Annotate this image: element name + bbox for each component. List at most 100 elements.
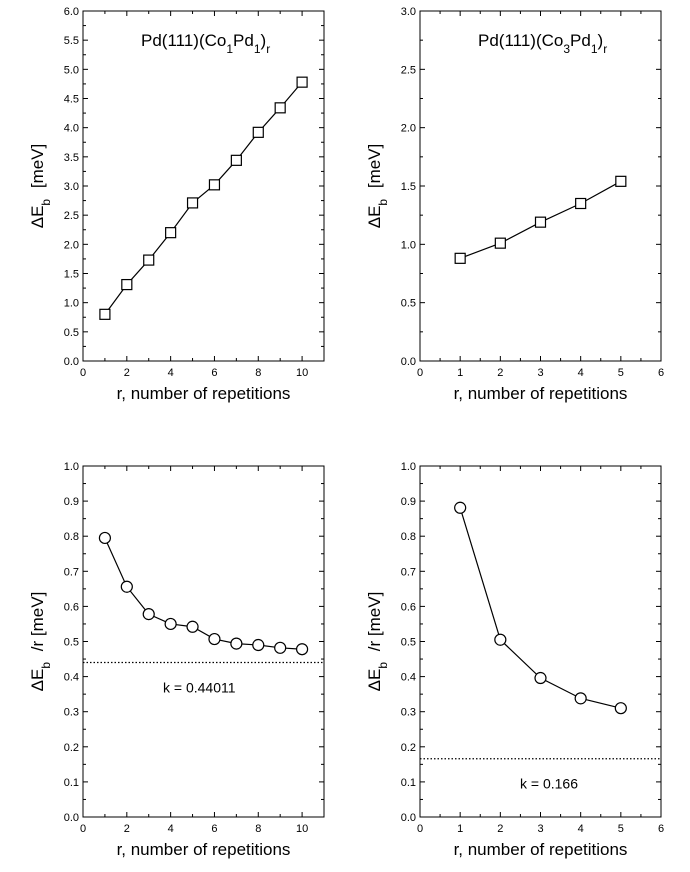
y-tick-label: 5.5 [64,35,79,47]
data-point [143,254,155,266]
y-tick-label: 2.5 [401,64,416,76]
plot-frame [82,10,325,362]
k-annotation: k = 0.166 [520,776,578,792]
chart-panel-1: 0 2 4 6 8 10 0.0 0.5 1.0 1.5 2.0 2.5 3.0 3.5 4.0 4.5 5.0… [28,6,325,403]
data-point [208,632,221,646]
data-point [230,637,243,650]
y-tick-label: 0.4 [401,672,416,684]
y-tick-label: 1.0 [64,298,79,310]
y-tick-label: 0.6 [401,601,416,613]
data-point [274,641,287,654]
x-tick-label: 2 [497,823,503,835]
y-tick-label: 0.5 [64,327,79,339]
y-tick-label: 0.2 [64,742,79,754]
y-tick-label: 0.5 [401,637,416,649]
data-point [98,531,112,545]
data-point [186,620,199,633]
y-tick-label: 5.0 [64,64,79,76]
data-point [494,633,507,646]
y-tick-label: 0.4 [64,672,79,684]
y-tick-label: 2.0 [64,239,79,251]
y-tick-label: 0.7 [401,566,416,578]
data-point [121,278,133,291]
x-tick-label: 4 [168,823,174,835]
x-tick-label: 2 [124,367,130,379]
data-point [575,197,587,210]
x-tick-label: 5 [618,823,624,835]
chart-panel-2: 0 1 2 3 4 5 6 0.0 0.5 1.0 1.5 2.0 2.5 3.0 r, number of… [365,6,664,403]
y-tick-label: 0.1 [401,777,416,789]
x-axis-label: r, number of repetitions [454,384,628,403]
data-point [252,126,264,138]
x-tick-label: 2 [124,823,130,835]
data-point [534,216,547,228]
y-tick-label: 0.8 [64,531,79,543]
y-tick-label: 0.5 [64,637,79,649]
x-tick-label: 0 [417,367,423,379]
x-tick-label: 0 [80,367,86,379]
y-tick-label: 0.7 [64,566,79,578]
x-tick-label: 4 [168,367,174,379]
y-tick-label: 0.6 [64,601,79,613]
y-tick-label: 0.1 [64,777,79,789]
y-tick-label: 1.5 [401,181,416,193]
y-tick-label: 6.0 [64,6,79,18]
y-tick-label: 3.5 [64,152,79,164]
data-point [615,175,627,187]
x-tick-label: 8 [255,367,261,379]
data-point [454,252,466,264]
x-tick-label: 6 [211,367,217,379]
x-tick-label: 6 [658,367,664,379]
x-tick-label: 1 [457,367,463,379]
y-axis-label: ΔEb /r [meV] [28,592,53,692]
data-point [574,692,587,705]
y-tick-label: 0.9 [401,496,416,508]
data-point [494,237,506,249]
x-axis-label: r, number of repetitions [454,840,628,859]
x-tick-label: 10 [296,823,308,835]
data-point [142,608,155,621]
y-axis-label: ΔEb /r [meV] [365,592,390,692]
k-annotation: k = 0.44011 [163,680,236,696]
x-tick-label: 5 [618,367,624,379]
data-point [252,638,265,652]
y-tick-label: 0.8 [401,531,416,543]
plot-frame [419,465,662,818]
x-tick-label: 6 [658,823,664,835]
y-tick-label: 0.0 [64,812,79,824]
data-point [454,501,467,514]
x-tick-label: 0 [80,823,86,835]
data-point [186,197,199,209]
data-point [614,702,627,715]
data-point [120,580,133,593]
data-point [534,671,547,685]
y-axis-label: ΔEb [meV] [28,144,53,229]
plot-frame [82,465,325,818]
x-axis-label: r, number of repetitions [117,384,291,403]
data-point [295,643,309,656]
x-tick-label: 6 [211,823,217,835]
y-tick-label: 0.0 [64,356,79,368]
y-tick-label: 0.2 [401,742,416,754]
y-tick-label: 1.0 [401,461,416,473]
y-tick-label: 2.0 [401,123,416,135]
data-point [164,617,177,631]
y-tick-label: 0.9 [64,496,79,508]
x-tick-label: 3 [537,367,543,379]
x-tick-label: 3 [537,823,543,835]
y-tick-label: 0.0 [401,812,416,824]
data-point [296,76,308,88]
y-tick-label: 1.0 [401,239,416,251]
chart-title: Pd(111)(Co1Pd1)r [141,31,270,56]
series-line [104,81,303,315]
data-point [99,308,111,320]
y-tick-label: 4.0 [64,123,79,135]
x-tick-label: 4 [578,367,584,379]
chart-panel-3: 0 2 4 6 8 10 0.0 0.1 0.2 0.3 0.4 0.5 0.6 0.7 0.8 0.9 1.0… [28,461,325,859]
y-tick-label: 1.0 [64,461,79,473]
y-tick-label: 0.5 [401,298,416,310]
data-point [165,227,177,239]
y-tick-label: 0.3 [64,707,79,719]
chart-panel-4: 0 1 2 3 4 5 6 0.0 0.1 0.2 0.3 0.4 0.5 0.6 0.7 0.8 0.9 1.0… [365,461,664,859]
data-point [230,154,242,166]
